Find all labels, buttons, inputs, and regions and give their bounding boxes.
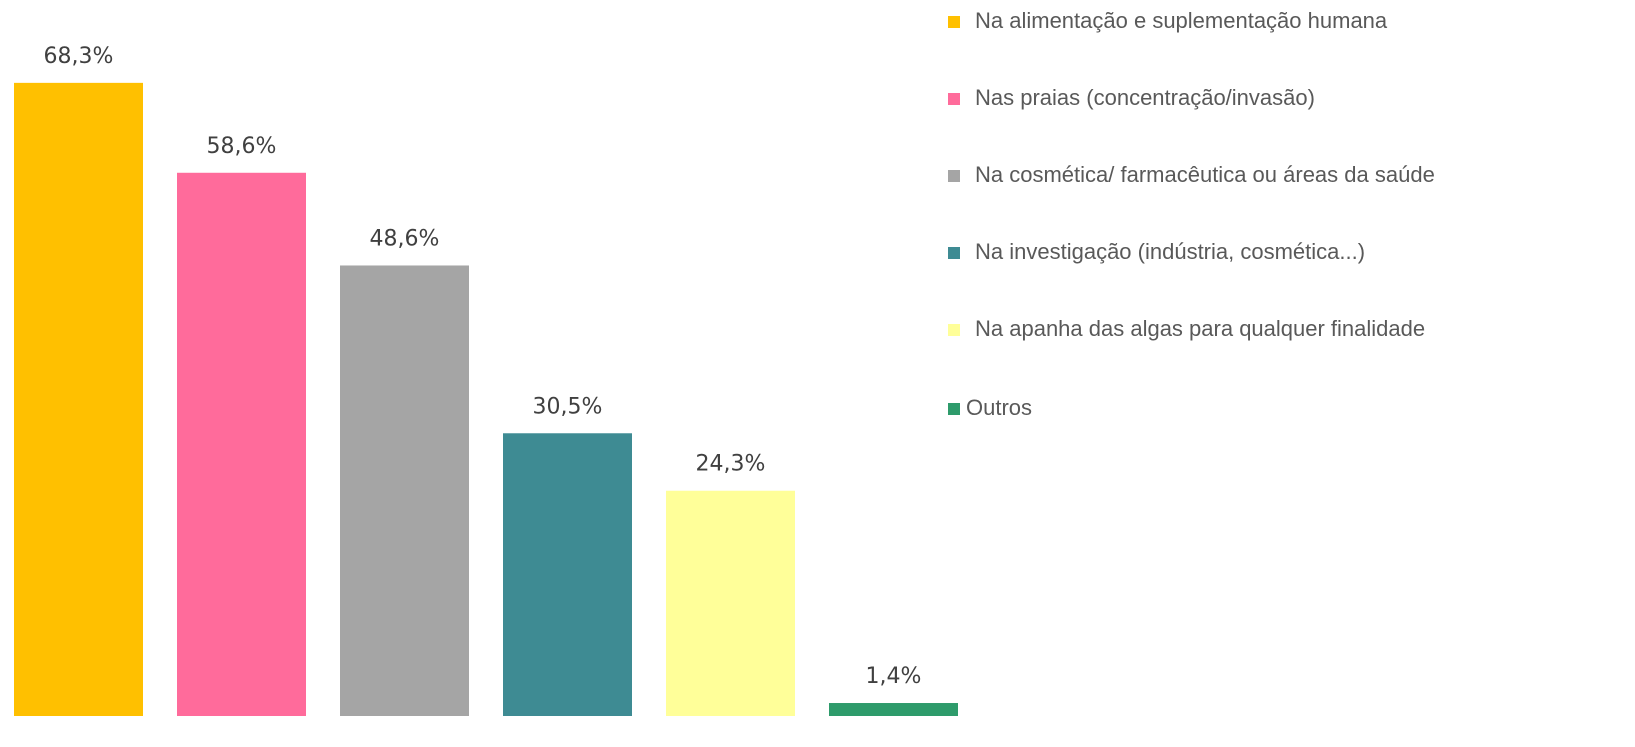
legend-swatch xyxy=(948,93,960,105)
value-label: 30,5% xyxy=(533,394,603,419)
bar xyxy=(666,490,795,716)
value-label: 68,3% xyxy=(44,44,114,69)
bar xyxy=(829,703,958,716)
legend-swatch xyxy=(948,170,960,182)
legend-swatch xyxy=(948,16,960,28)
legend-label: Nas praias (concentração/invasão) xyxy=(975,85,1315,110)
value-label: 24,3% xyxy=(696,452,766,477)
legend-label: Na cosmética/ farmacêutica ou áreas da s… xyxy=(975,162,1435,187)
legend-swatch xyxy=(948,403,960,415)
value-label: 48,6% xyxy=(370,226,440,251)
legend-label: Na investigação (indústria, cosmética...… xyxy=(975,239,1365,264)
legend-swatch xyxy=(948,247,960,259)
value-label: 1,4% xyxy=(866,664,922,689)
bar xyxy=(503,433,632,716)
value-label: 58,6% xyxy=(207,134,277,159)
bar xyxy=(340,265,469,716)
legend-label: Outros xyxy=(966,395,1032,420)
bar xyxy=(177,172,306,716)
legend-label: Na alimentação e suplementação humana xyxy=(975,8,1388,33)
legend-label: Na apanha das algas para qualquer finali… xyxy=(975,316,1425,341)
bar xyxy=(14,82,143,716)
legend-swatch xyxy=(948,324,960,336)
